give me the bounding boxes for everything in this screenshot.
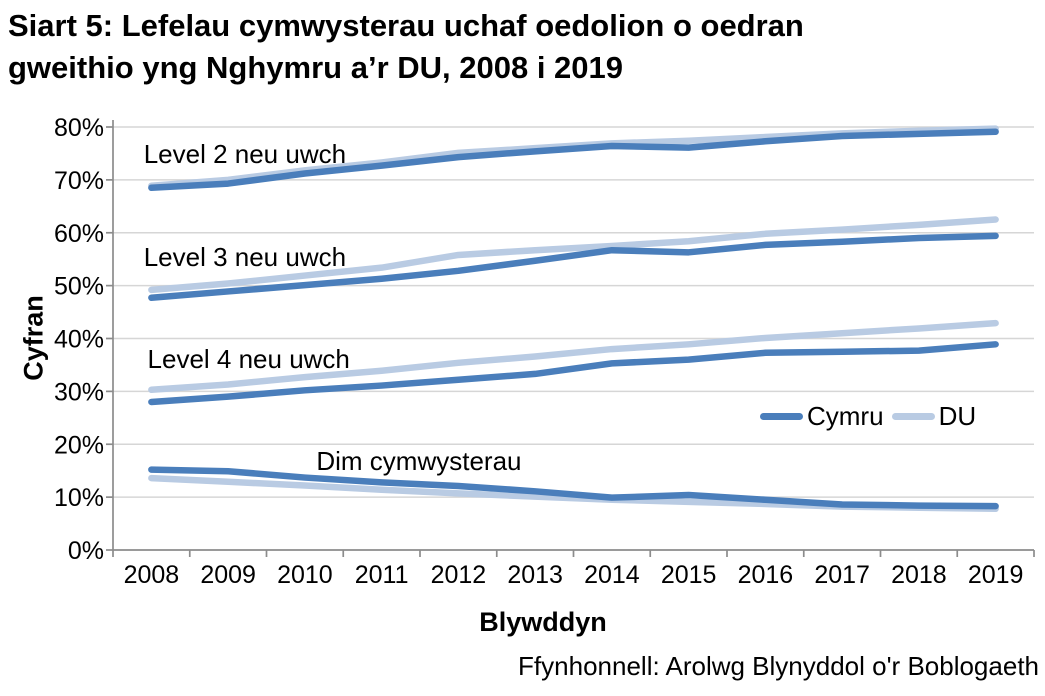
legend-item-cymru: Cymru bbox=[760, 401, 884, 432]
y-axis-tick-labels: 0% 10% 20% 30% 40% 50% 60% 70% 80% bbox=[54, 114, 104, 565]
line-level-4-neu-uwch-du bbox=[148, 319, 999, 394]
y-axis-tick-label: 40% bbox=[54, 326, 104, 354]
x-axis-tick-labels: 2008 2009 2010 2011 2012 2013 2014 2015 2016 2017… bbox=[124, 561, 1024, 589]
line-level-3-neu-uwch-cymru bbox=[148, 232, 999, 302]
y-axis-tick-label: 30% bbox=[54, 378, 104, 406]
x-axis-title: Blywddyn bbox=[479, 607, 607, 637]
legend-swatch-cymru-icon bbox=[760, 413, 803, 420]
x-axis-tick-label: 2010 bbox=[277, 561, 333, 589]
y-axis-tick-label: 70% bbox=[54, 167, 104, 195]
x-axis-tick-label: 2014 bbox=[584, 561, 640, 589]
series-annotation: Level 3 neu uwch bbox=[144, 242, 346, 272]
series-annotation: Dim cymwysterau bbox=[316, 446, 521, 476]
y-axis-tick-label: 60% bbox=[54, 220, 104, 248]
axis-ticks bbox=[106, 126, 1035, 557]
line-level-2-neu-uwch-cymru bbox=[148, 128, 999, 192]
legend-item-du: DU bbox=[891, 401, 977, 432]
series-annotations: Level 2 neu uwch Level 3 neu uwch Level 4 … bbox=[144, 139, 522, 476]
x-axis-tick-label: 2009 bbox=[200, 561, 256, 589]
x-axis-tick-label: 2015 bbox=[661, 561, 717, 589]
source-note: Ffynhonnell: Arolwg Blynyddol o'r Boblog… bbox=[518, 651, 1039, 681]
x-axis-tick-label: 2011 bbox=[355, 561, 409, 589]
y-axis-title: Cyfran bbox=[18, 295, 49, 381]
chart-legend: Cymru DU bbox=[760, 401, 976, 432]
x-axis-tick-label: 2019 bbox=[968, 561, 1024, 589]
x-axis-tick-label: 2012 bbox=[431, 561, 487, 589]
line-dim-cymwysterau-cymru bbox=[148, 466, 999, 510]
x-axis-tick-label: 2017 bbox=[814, 561, 870, 589]
chart-title-line1: Siart 5: Lefelau cymwysterau uchaf oedol… bbox=[8, 8, 804, 43]
line-level-3-neu-uwch-du bbox=[148, 216, 999, 294]
legend-label-du: DU bbox=[938, 401, 977, 431]
x-axis-tick-label: 2013 bbox=[507, 561, 563, 589]
legend-label-cymru: Cymru bbox=[807, 401, 884, 431]
series-annotation: Level 4 neu uwch bbox=[148, 344, 350, 374]
chart-title: Siart 5: Lefelau cymwysterau uchaf oedol… bbox=[8, 5, 804, 89]
x-axis-tick-label: 2008 bbox=[124, 561, 180, 589]
line-level-4-neu-uwch-cymru bbox=[148, 341, 999, 406]
y-axis-tick-label: 10% bbox=[54, 484, 104, 512]
x-axis-tick-label: 2018 bbox=[891, 561, 947, 589]
y-axis-tick-label: 0% bbox=[68, 537, 104, 565]
series-lines bbox=[148, 125, 999, 513]
legend-swatch-du-icon bbox=[891, 413, 935, 420]
chart-title-line2: gweithio yng Nghymru a’r DU, 2008 i 2019 bbox=[8, 50, 624, 85]
series-annotation: Level 2 neu uwch bbox=[144, 139, 346, 169]
y-axis-tick-label: 80% bbox=[54, 114, 104, 142]
y-axis-tick-label: 50% bbox=[54, 273, 104, 301]
y-axis-tick-label: 20% bbox=[54, 431, 104, 459]
x-axis-tick-label: 2016 bbox=[738, 561, 794, 589]
